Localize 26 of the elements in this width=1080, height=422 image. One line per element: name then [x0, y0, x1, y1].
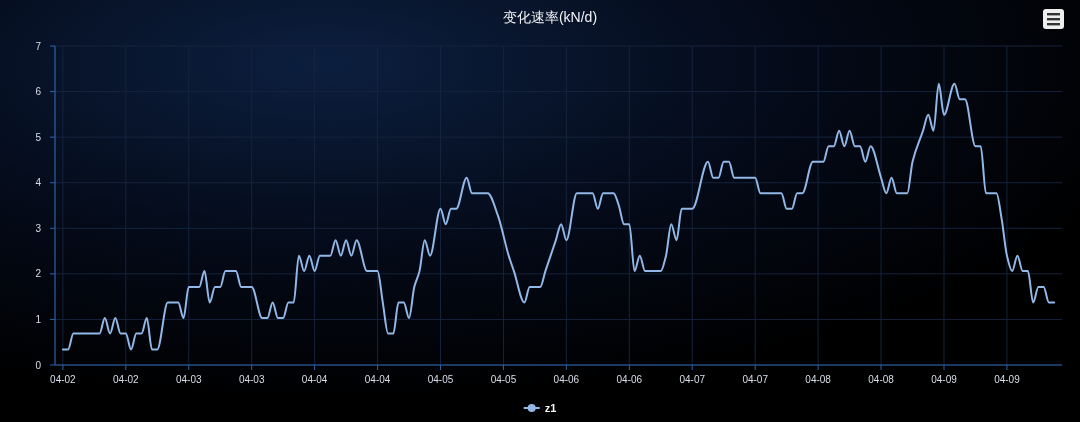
x-tick-label: 04-04: [301, 374, 328, 385]
y-tick-label: 7: [35, 40, 42, 52]
x-tick-label: 04-03: [238, 374, 265, 385]
x-tick-label: 04-06: [553, 374, 580, 385]
x-tick-label: 04-06: [616, 374, 643, 385]
x-tick-label: 04-03: [175, 374, 202, 385]
x-tick-label: 04-09: [994, 374, 1021, 385]
y-tick-label: 5: [35, 131, 42, 143]
x-tick-label: 04-05: [490, 374, 517, 385]
y-tick-label: 1: [35, 313, 42, 325]
x-tick-label: 04-08: [868, 374, 895, 385]
x-tick-label: 04-02: [113, 374, 140, 385]
chart-title: 变化速率(kN/d): [502, 9, 598, 25]
x-tick-label: 04-05: [427, 374, 454, 385]
x-tick-label: 04-04: [364, 374, 391, 385]
y-tick-label: 6: [35, 86, 42, 98]
x-tick-label: 04-07: [742, 374, 769, 385]
x-tick-label: 04-08: [805, 374, 832, 385]
y-tick-label: 0: [35, 359, 42, 371]
x-tick-label: 04-02: [50, 374, 77, 385]
y-tick-label: 3: [35, 222, 42, 234]
legend-label: z1: [544, 402, 557, 414]
y-tick-label: 4: [35, 177, 42, 189]
x-tick-label: 04-07: [679, 374, 706, 385]
x-tick-label: 04-09: [931, 374, 958, 385]
y-tick-label: 2: [35, 268, 42, 280]
